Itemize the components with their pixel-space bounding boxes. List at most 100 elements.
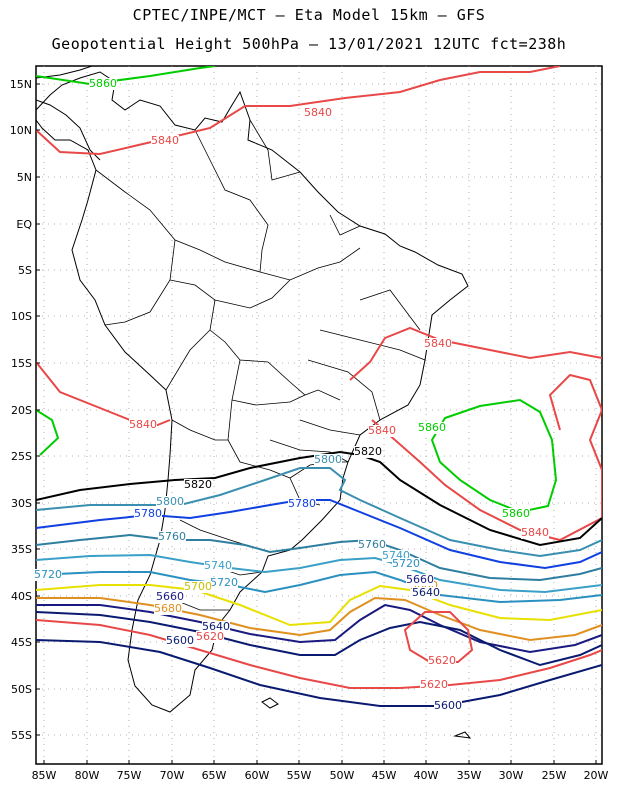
contour-label: 5620: [196, 630, 224, 643]
lat-label: 10N: [10, 124, 32, 137]
lon-label: 35W: [457, 769, 482, 782]
lon-label: 45W: [372, 769, 397, 782]
contour-5860-east: [430, 398, 558, 514]
contour-label: 5600: [434, 699, 462, 712]
lon-label: 80W: [75, 769, 100, 782]
contour-label: 5760: [158, 530, 186, 543]
lat-label: 35S: [11, 543, 32, 556]
contour-label-bg: [412, 587, 440, 599]
contour-label-bg: [304, 107, 332, 119]
contour-label-bg: [184, 581, 212, 593]
lat-label: 15S: [11, 357, 32, 370]
map-frame: [35, 65, 603, 765]
title-line-1: CPTEC/INPE/MCT – Eta Model 15km – GFS: [132, 6, 486, 24]
contour-label: 5660: [406, 573, 434, 586]
contour-label-bg: [34, 569, 62, 581]
contour-label: 5840: [424, 337, 452, 350]
contour-label: 5720: [392, 557, 420, 570]
longitude-labels: 85W 80W 75W 70W 65W 60W 55W 50W 45W 40W 35W 30W 25W 2…: [32, 760, 609, 782]
lat-label: 50S: [11, 683, 32, 696]
contour-label: 5780: [134, 507, 162, 520]
contour-label-bg: [156, 591, 184, 603]
contour-label-bg: [210, 577, 238, 589]
lat-label: 10S: [11, 310, 32, 323]
contour-label: 5780: [288, 497, 316, 510]
lon-label: 50W: [330, 769, 355, 782]
contour-5600: [36, 639, 602, 707]
contour-5720: [36, 570, 602, 604]
contour-label-bg: [392, 558, 420, 570]
lat-label: 25S: [11, 450, 32, 463]
contour-label: 5860: [89, 77, 117, 90]
contour-5840-loop: [371, 373, 602, 542]
contour-label: 5700: [184, 580, 212, 593]
title-line-2: Geopotential Height 500hPa – 13/01/2021 …: [51, 35, 567, 53]
contour-label: 5840: [151, 134, 179, 147]
lon-label: 40W: [414, 769, 439, 782]
contour-label: 5740: [204, 559, 232, 572]
contour-label-bg: [314, 454, 342, 466]
contour-label-bg: [134, 508, 162, 520]
south-georgia: [453, 731, 472, 739]
lat-label: 30S: [11, 497, 32, 510]
contour-label: 5640: [202, 620, 230, 633]
contour-label-bg: [158, 531, 186, 543]
contour-5760: [36, 533, 602, 582]
contour-label-bg: [166, 635, 194, 647]
contour-label-bg: [196, 631, 224, 643]
lon-label: 85W: [32, 769, 57, 782]
contour-label-bg: [420, 679, 448, 691]
contour-label-bg: [89, 78, 117, 90]
contour-label: 5620: [420, 678, 448, 691]
contour-label-bg: [184, 479, 212, 491]
contour-label: 5840: [129, 418, 157, 431]
contour-label: 5860: [502, 507, 530, 520]
contour-label: 5820: [354, 445, 382, 458]
contour-5860-north: [36, 66, 216, 86]
lat-label: 15N: [10, 78, 32, 91]
contour-label: 5860: [418, 421, 446, 434]
contour-label: 5800: [314, 453, 342, 466]
latitude-labels: 15N 10N 5N EQ 5S 10S 15S 20S 25S 30S 35S 40S 45S 50S 5…: [10, 78, 40, 742]
lat-label: EQ: [16, 218, 32, 231]
contour-label-bg: [434, 700, 462, 712]
contour-label: 5840: [304, 106, 332, 119]
contour-label: 5840: [521, 526, 549, 539]
contour-5780: [36, 499, 602, 570]
contour-label-bg: [521, 527, 549, 539]
contour-5820: [36, 450, 602, 547]
lon-label: 75W: [117, 769, 142, 782]
central-america-coastline: [36, 66, 101, 161]
contour-label-bg: [406, 574, 434, 586]
contour-label-bg: [502, 508, 530, 520]
contour-5840-north: [36, 66, 561, 156]
lon-label: 65W: [202, 769, 227, 782]
contour-label: 5720: [210, 576, 238, 589]
contour-label: 5760: [358, 538, 386, 551]
contour-label-bg: [418, 422, 446, 434]
lon-label: 70W: [160, 769, 185, 782]
contour-label: 5640: [412, 586, 440, 599]
contour-5660: [36, 603, 602, 654]
contour-label-bg: [151, 135, 179, 147]
contour-label: 5600: [166, 634, 194, 647]
lon-label: 30W: [499, 769, 524, 782]
contour-label-bg: [358, 539, 386, 551]
contour-label: 5800: [156, 495, 184, 508]
contour-label-bg: [204, 560, 232, 572]
contour-label-bg: [156, 496, 184, 508]
contour-label-bg: [154, 603, 182, 615]
contour-label: 5620: [428, 654, 456, 667]
lat-label: 5S: [18, 264, 32, 277]
contour-5620: [36, 619, 602, 689]
lat-label: 40S: [11, 590, 32, 603]
falkland-islands: [261, 697, 279, 709]
contour-5640: [36, 611, 602, 667]
lat-label: 45S: [11, 636, 32, 649]
contour-label: 5680: [154, 602, 182, 615]
contour-label-bg: [368, 425, 396, 437]
contour-label: 5820: [184, 478, 212, 491]
contour-5740: [36, 553, 602, 594]
lon-label: 20W: [584, 769, 609, 782]
